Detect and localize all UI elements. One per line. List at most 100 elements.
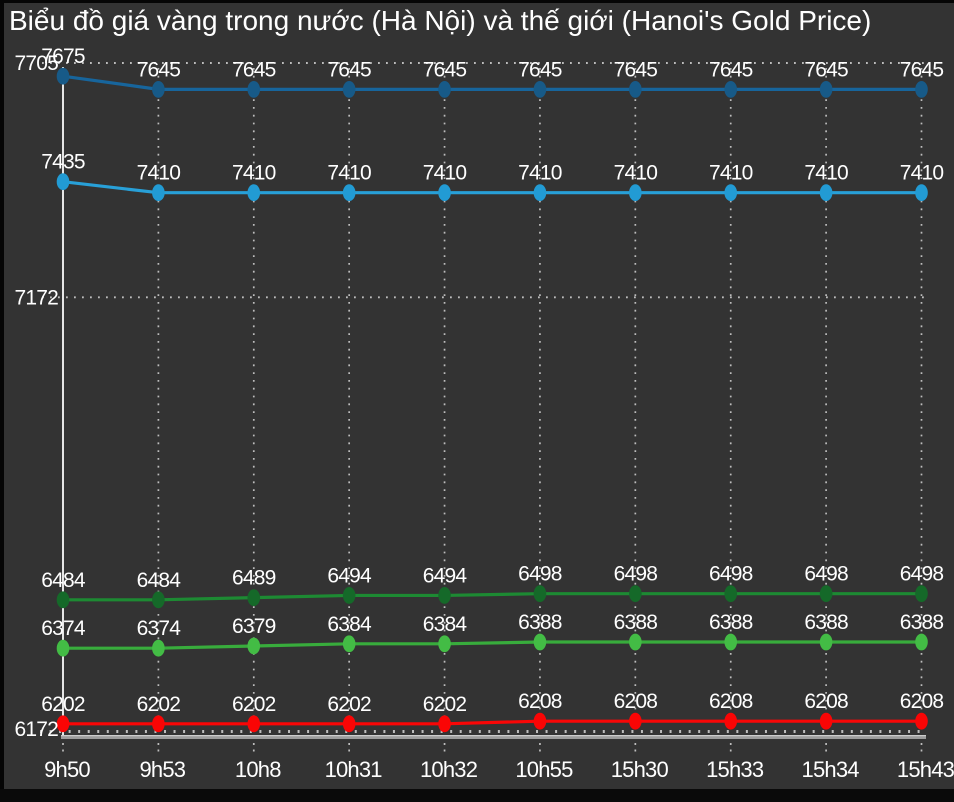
series-red-point-label: 6202: [137, 693, 181, 716]
x-axis-dot: [211, 730, 214, 733]
series-light-blue-point-label: 7435: [41, 151, 85, 174]
x-axis-dot: [660, 730, 663, 733]
series-light-green-point-label: 6384: [423, 613, 468, 636]
x-axis-dot: [869, 730, 872, 733]
series-dark-green-marker: [629, 585, 642, 603]
x-axis-dot: [135, 730, 138, 733]
x-axis-dot: [917, 730, 920, 733]
series-red-point-label: 6208: [518, 690, 562, 713]
series-dark-blue-point-label: 7645: [709, 58, 753, 81]
series-red-point-label: 6208: [614, 690, 658, 713]
x-axis-dot: [268, 730, 271, 733]
series-red-point-label: 6208: [900, 690, 944, 713]
x-axis-dot: [221, 730, 224, 733]
series-light-green-point-label: 6374: [137, 617, 182, 640]
x-axis-bar: [61, 735, 926, 739]
series-red-marker: [342, 715, 356, 733]
series-dark-blue-point-label: 7645: [518, 58, 562, 81]
x-axis-dot: [860, 730, 863, 733]
series-light-blue-marker: [915, 184, 928, 202]
series-light-green-marker: [629, 633, 642, 651]
series-dark-blue-marker: [152, 80, 165, 98]
series-dark-blue-point-label: 7645: [423, 58, 467, 81]
series-dark-blue-point-label: 7645: [804, 58, 848, 81]
x-axis-dot: [488, 730, 491, 733]
x-axis-dot: [278, 730, 281, 733]
x-axis-dot: [736, 730, 739, 733]
series-dark-green-point-label: 6484: [137, 569, 182, 592]
series-red-marker: [152, 715, 165, 733]
x-axis-dot: [230, 730, 233, 733]
series-dark-green-marker: [533, 585, 547, 603]
series-red-marker: [915, 712, 928, 730]
x-axis-dot: [822, 730, 825, 733]
series-light-green-point-label: 6388: [804, 611, 848, 634]
series-light-green-point-label: 6379: [232, 615, 276, 638]
x-axis-dot: [78, 730, 81, 733]
x-axis-dot: [97, 730, 100, 733]
x-axis-dot: [183, 730, 186, 733]
x-tick-label: 10h55: [515, 757, 573, 782]
series-light-green-marker: [152, 639, 165, 657]
y-tick-label: 7705: [14, 52, 58, 75]
series-dark-green-point-label: 6498: [900, 563, 944, 586]
series-light-blue-point-label: 7410: [709, 162, 753, 185]
series-light-blue-point-label: 7410: [614, 162, 658, 185]
x-tick-label: 9h50: [44, 757, 90, 782]
x-tick-label: 10h8: [235, 757, 281, 782]
series-red-marker: [56, 715, 70, 733]
x-axis-dot: [669, 730, 672, 733]
series-dark-green-marker: [342, 587, 356, 604]
series-dark-blue-marker: [438, 80, 451, 98]
x-axis-dot: [345, 730, 348, 733]
x-axis-dot: [784, 730, 787, 733]
series-light-green-marker: [819, 633, 833, 651]
x-axis-dot: [316, 730, 319, 733]
x-axis-dot: [392, 730, 395, 733]
x-axis-dot: [106, 730, 109, 733]
x-axis-dot: [555, 730, 558, 733]
series-light-blue-marker: [152, 184, 165, 202]
x-axis-dot: [564, 730, 567, 733]
series-light-green-marker: [342, 635, 356, 653]
series-dark-green-marker: [152, 591, 165, 609]
x-tick-label: 10h31: [325, 757, 383, 782]
series-red-marker: [724, 712, 738, 730]
series-dark-green-marker: [724, 585, 738, 603]
x-axis-dot: [545, 730, 548, 733]
x-axis-dot: [583, 730, 586, 733]
x-axis-dot: [116, 730, 119, 733]
series-dark-green-marker: [56, 591, 70, 609]
series-dark-green-marker: [915, 585, 928, 603]
series-light-green-line: [63, 640, 922, 650]
series-light-blue-marker: [629, 184, 642, 202]
x-axis-dot: [259, 730, 262, 733]
x-axis-dot: [507, 730, 510, 733]
series-dark-green-point-label: 6498: [709, 563, 753, 586]
series-light-blue-marker: [438, 184, 451, 202]
x-axis-dot: [602, 730, 605, 733]
x-axis-dot: [745, 730, 748, 733]
series-dark-blue-point-label: 7645: [614, 58, 658, 81]
series-light-blue-marker: [247, 184, 261, 202]
x-axis-dot: [326, 730, 329, 733]
x-axis-dot: [249, 730, 252, 733]
series-dark-blue-line: [62, 74, 922, 91]
x-axis-dot: [307, 730, 310, 733]
series-dark-green-marker: [819, 585, 833, 603]
series-dark-blue-point-label: 7645: [327, 58, 371, 81]
series-red-point-label: 6202: [232, 693, 276, 716]
x-axis-dot: [202, 730, 205, 733]
x-axis-dot: [421, 730, 424, 733]
series-light-green-marker: [915, 633, 928, 651]
series-dark-blue-marker: [342, 80, 356, 98]
series-dark-blue-marker: [533, 80, 547, 98]
x-axis-dot: [240, 730, 243, 733]
series-dark-green-point-label: 6494: [327, 564, 372, 587]
x-tick-label: 15h33: [706, 757, 764, 782]
x-axis-dot: [574, 730, 577, 733]
x-axis-dot: [879, 730, 882, 733]
x-axis-dot: [593, 730, 596, 733]
series-red-marker: [629, 712, 642, 730]
